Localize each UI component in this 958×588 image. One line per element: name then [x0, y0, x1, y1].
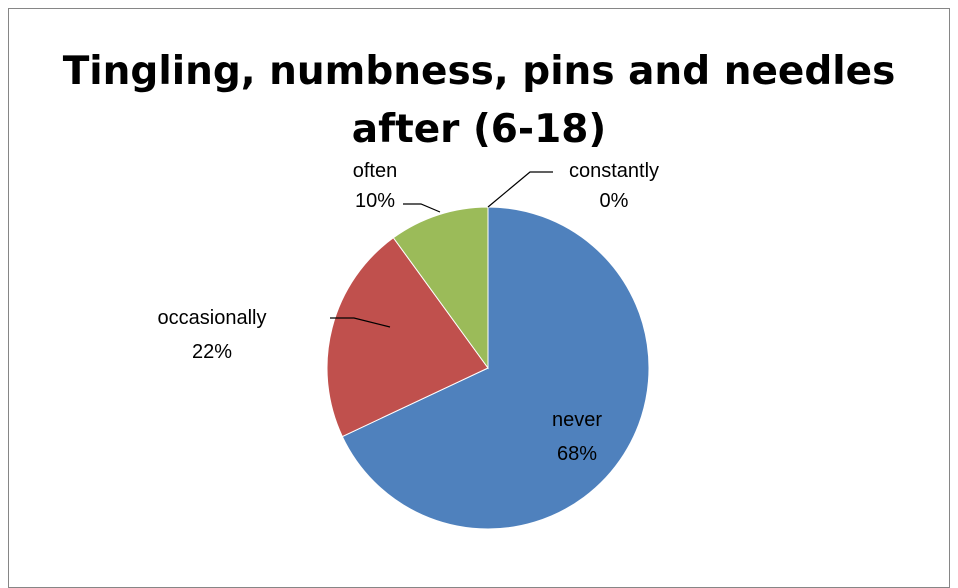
data-label-occasionally-value: 22%	[192, 341, 232, 363]
data-label-often-name: often	[353, 160, 397, 182]
leader-line-constantly	[487, 171, 553, 208]
data-label-never-value: 68%	[557, 443, 597, 465]
pie-slice-occasionally	[326, 237, 489, 438]
data-label-never-name: never	[552, 409, 602, 431]
data-label-constantly-value: 0%	[600, 190, 629, 212]
data-label-often-value: 10%	[355, 190, 395, 212]
data-label-occasionally-name: occasionally	[158, 307, 267, 329]
leader-line-often	[403, 203, 441, 213]
pie-slice-often	[392, 206, 489, 370]
pie-slice-never	[341, 206, 650, 530]
chart-title-line-2: after (6-18)	[351, 107, 607, 152]
leader-line-occasionally	[330, 317, 391, 328]
data-label-constantly-name: constantly	[569, 160, 659, 182]
chart-title-line-1: Tingling, numbness, pins and needles	[62, 49, 896, 94]
pie-slices	[326, 206, 650, 530]
